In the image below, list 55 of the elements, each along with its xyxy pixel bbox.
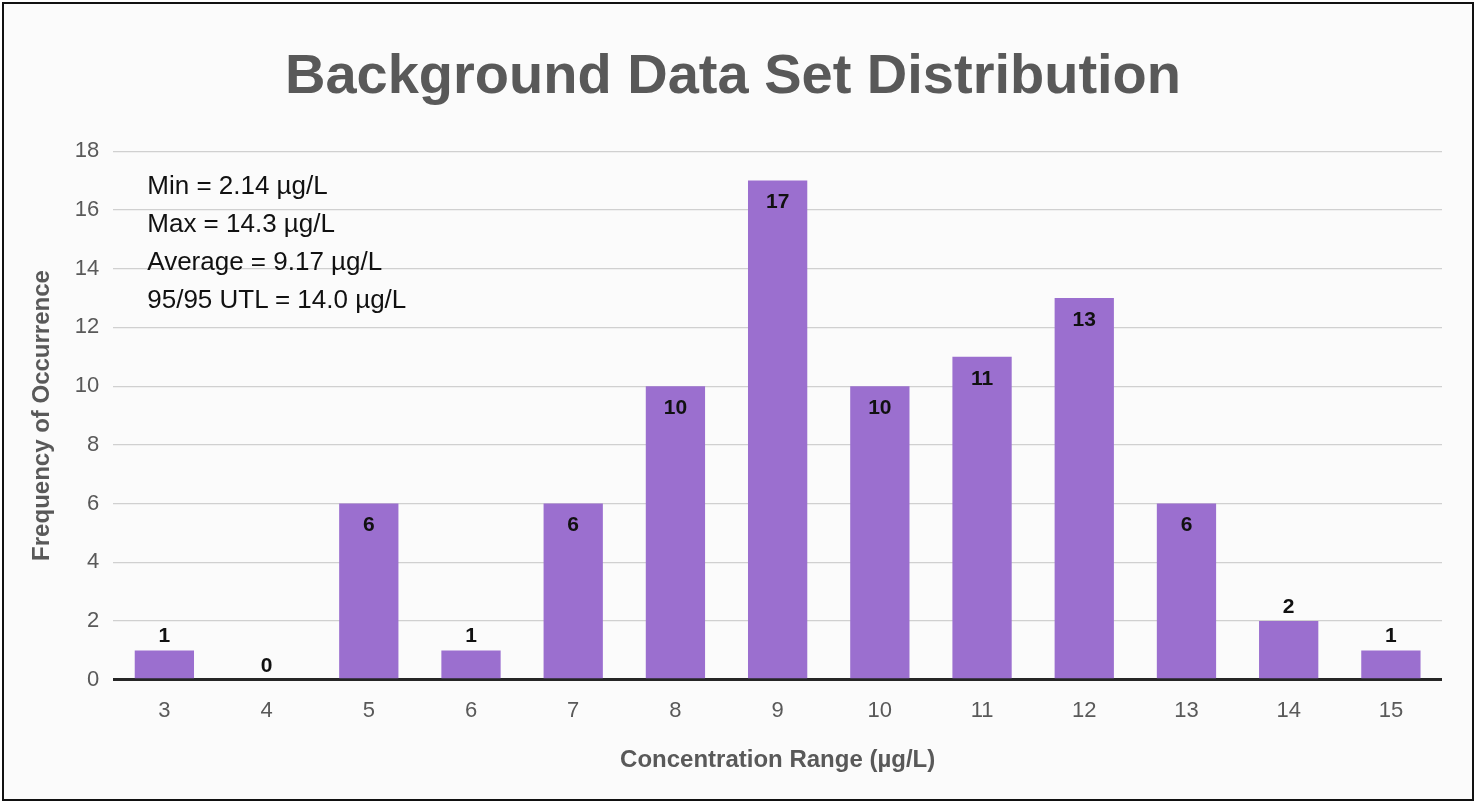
annotation: Max = 14.3 µg/L	[147, 208, 335, 239]
bar	[134, 650, 195, 679]
x-tick-label: 9	[771, 697, 784, 723]
y-tick-label: 10	[74, 372, 100, 398]
x-tick-label: 14	[1276, 697, 1301, 723]
annotation: 95/95 UTL = 14.0 µg/L	[147, 284, 407, 315]
x-tick-label: 11	[970, 697, 994, 723]
data-label: 10	[663, 394, 688, 418]
x-tick-label: 15	[1378, 697, 1404, 723]
y-tick-label: 6	[87, 489, 100, 515]
bar	[1259, 621, 1319, 679]
y-tick-label: 4	[87, 548, 100, 574]
data-label: 11	[970, 365, 994, 389]
bar	[747, 180, 808, 679]
x-tick-label: 13	[1174, 697, 1199, 723]
y-tick-label: 8	[87, 430, 100, 456]
annotation: Min = 2.14 µg/L	[147, 170, 328, 201]
data-label: 6	[362, 512, 375, 536]
bar	[339, 503, 399, 679]
y-tick-label: 12	[74, 313, 100, 339]
x-axis-title: Concentration Range (µg/L)	[620, 745, 936, 773]
x-tick-label: 5	[362, 697, 375, 723]
x-tick-label: 3	[158, 697, 171, 723]
x-tick-label: 7	[567, 697, 580, 723]
data-label: 1	[465, 623, 478, 647]
x-tick-label: 4	[260, 697, 273, 723]
bar	[1156, 503, 1217, 679]
bar	[850, 386, 910, 679]
bar	[645, 386, 706, 679]
data-label: 1	[158, 623, 171, 647]
data-label: 1	[1385, 623, 1398, 647]
y-tick-label: 2	[87, 607, 100, 633]
bar	[1361, 650, 1421, 679]
data-label: 10	[868, 394, 892, 418]
data-label: 0	[260, 652, 273, 676]
x-tick-label: 10	[867, 697, 893, 723]
y-axis-title: Frequency of Occurrence	[27, 270, 55, 561]
x-tick-label: 8	[669, 697, 682, 723]
bar	[441, 650, 501, 679]
annotation: Average = 9.17 µg/L	[147, 246, 383, 277]
data-label: 2	[1282, 593, 1295, 617]
data-label: 17	[765, 189, 790, 213]
bar	[543, 503, 603, 679]
y-tick-label: 16	[74, 196, 100, 221]
bar	[1054, 298, 1114, 679]
data-label: 6	[567, 512, 580, 536]
data-label: 6	[1180, 512, 1193, 536]
x-tick-label: 12	[1072, 697, 1097, 723]
chart-title: Background Data Set Distribution	[284, 42, 1182, 106]
bar	[952, 356, 1012, 679]
y-tick-label: 18	[74, 137, 100, 163]
y-tick-label: 0	[87, 665, 100, 691]
y-tick-label: 14	[74, 254, 100, 280]
data-label: 13	[1072, 306, 1096, 330]
x-tick-label: 6	[464, 697, 478, 723]
